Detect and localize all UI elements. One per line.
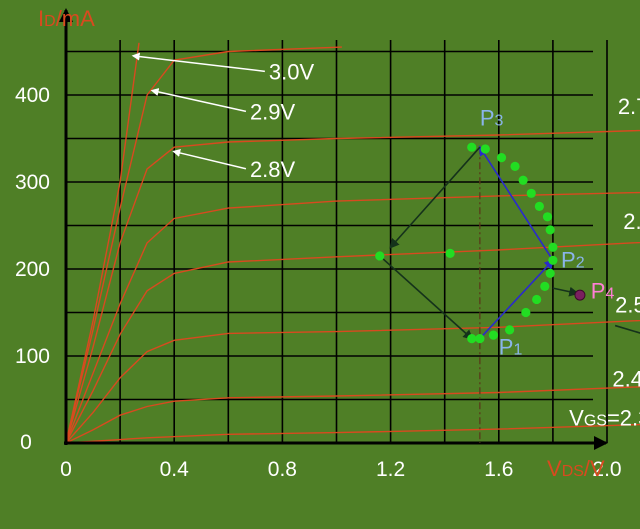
curve-label: 2.6V	[623, 209, 640, 234]
curve-vgs-2-9v	[65, 46, 342, 444]
labels: 0 0.4 0.8 1.2 1.6 2.0 0 100 200 300 400 ID/mA VDS/V 3…	[15, 6, 640, 481]
axes	[59, 8, 608, 450]
x-axis-title: VDS/V	[547, 456, 605, 481]
y-axis-title: ID/mA	[38, 6, 95, 31]
curve-vgs-2-6v	[65, 241, 640, 444]
operating-point-dot	[467, 142, 477, 152]
curve-label: 2.5V	[615, 293, 640, 318]
curve-vgs-2-5v	[65, 319, 640, 444]
point-marker-p4	[574, 289, 586, 301]
path-arrow	[389, 146, 481, 249]
operating-point-dot	[545, 268, 555, 278]
x-tick-label: 0	[60, 458, 72, 481]
curve-vgs-2-8v	[65, 129, 640, 444]
y-tick-label: 300	[15, 171, 50, 194]
y-tick-label: 200	[15, 258, 50, 281]
operating-point-dot	[445, 248, 455, 258]
operating-point-dot	[496, 153, 507, 163]
operating-point-dot	[475, 334, 485, 344]
x-tick-label: 2.0	[592, 458, 621, 481]
operating-point-dot	[526, 188, 536, 198]
point-label-p3: P3	[480, 105, 504, 130]
y-tick-label: 100	[15, 345, 50, 368]
operating-point-dot	[548, 255, 558, 265]
operating-point-dot	[545, 225, 555, 235]
curve-vgs-2-7v	[65, 191, 640, 444]
curves	[65, 42, 640, 444]
curve-label: 2.9V	[250, 99, 296, 124]
curve-vgs-2-3v	[65, 423, 640, 444]
operating-point-dot	[467, 334, 477, 344]
x-tick-label: 1.6	[484, 458, 513, 481]
operating-point-dot	[548, 242, 558, 252]
operating-point-dot	[510, 161, 520, 171]
point-label-p1: P1	[499, 334, 523, 359]
operating-point-dot	[518, 175, 528, 185]
operating-point-dot	[480, 144, 490, 154]
operating-point-dot	[532, 294, 542, 305]
operating-point-dot	[488, 330, 498, 340]
x-tick-label: 0.8	[268, 458, 297, 481]
x-tick-label: 1.2	[376, 458, 405, 481]
curve-label: 2.4V	[612, 366, 640, 391]
operating-point-dot	[534, 201, 544, 211]
curve-label-arrow	[150, 88, 247, 113]
y-tick-label: 400	[15, 84, 50, 107]
path-arrow	[479, 258, 555, 340]
curve-label-arrow	[172, 149, 247, 170]
operating-point-dot	[540, 281, 550, 291]
annotations	[131, 52, 640, 443]
path-arrow	[379, 255, 474, 340]
operating-point-dot	[521, 307, 531, 318]
vgs-label: VGS=2.3V	[569, 406, 640, 431]
path-arrow	[552, 286, 580, 297]
point-label-p4: P4	[591, 279, 615, 304]
point-label-p2: P2	[561, 247, 585, 272]
grid	[66, 40, 608, 443]
y-tick-label: 0	[20, 431, 32, 454]
path-arrow	[614, 324, 640, 334]
operating-point-dot	[375, 251, 385, 261]
curve-label: 2.8V	[250, 157, 296, 182]
curve-vgs-3-0v	[65, 42, 140, 444]
x-tick-label: 0.4	[160, 458, 190, 481]
curve-vgs-2-4v	[65, 386, 640, 444]
curve-label: 2.7V	[618, 94, 640, 119]
operating-point-dot	[505, 325, 515, 335]
operating-point-dot	[542, 212, 553, 222]
curve-label: 3.0V	[269, 59, 315, 84]
curve-label-arrow	[131, 52, 265, 73]
path-arrow	[478, 145, 554, 261]
